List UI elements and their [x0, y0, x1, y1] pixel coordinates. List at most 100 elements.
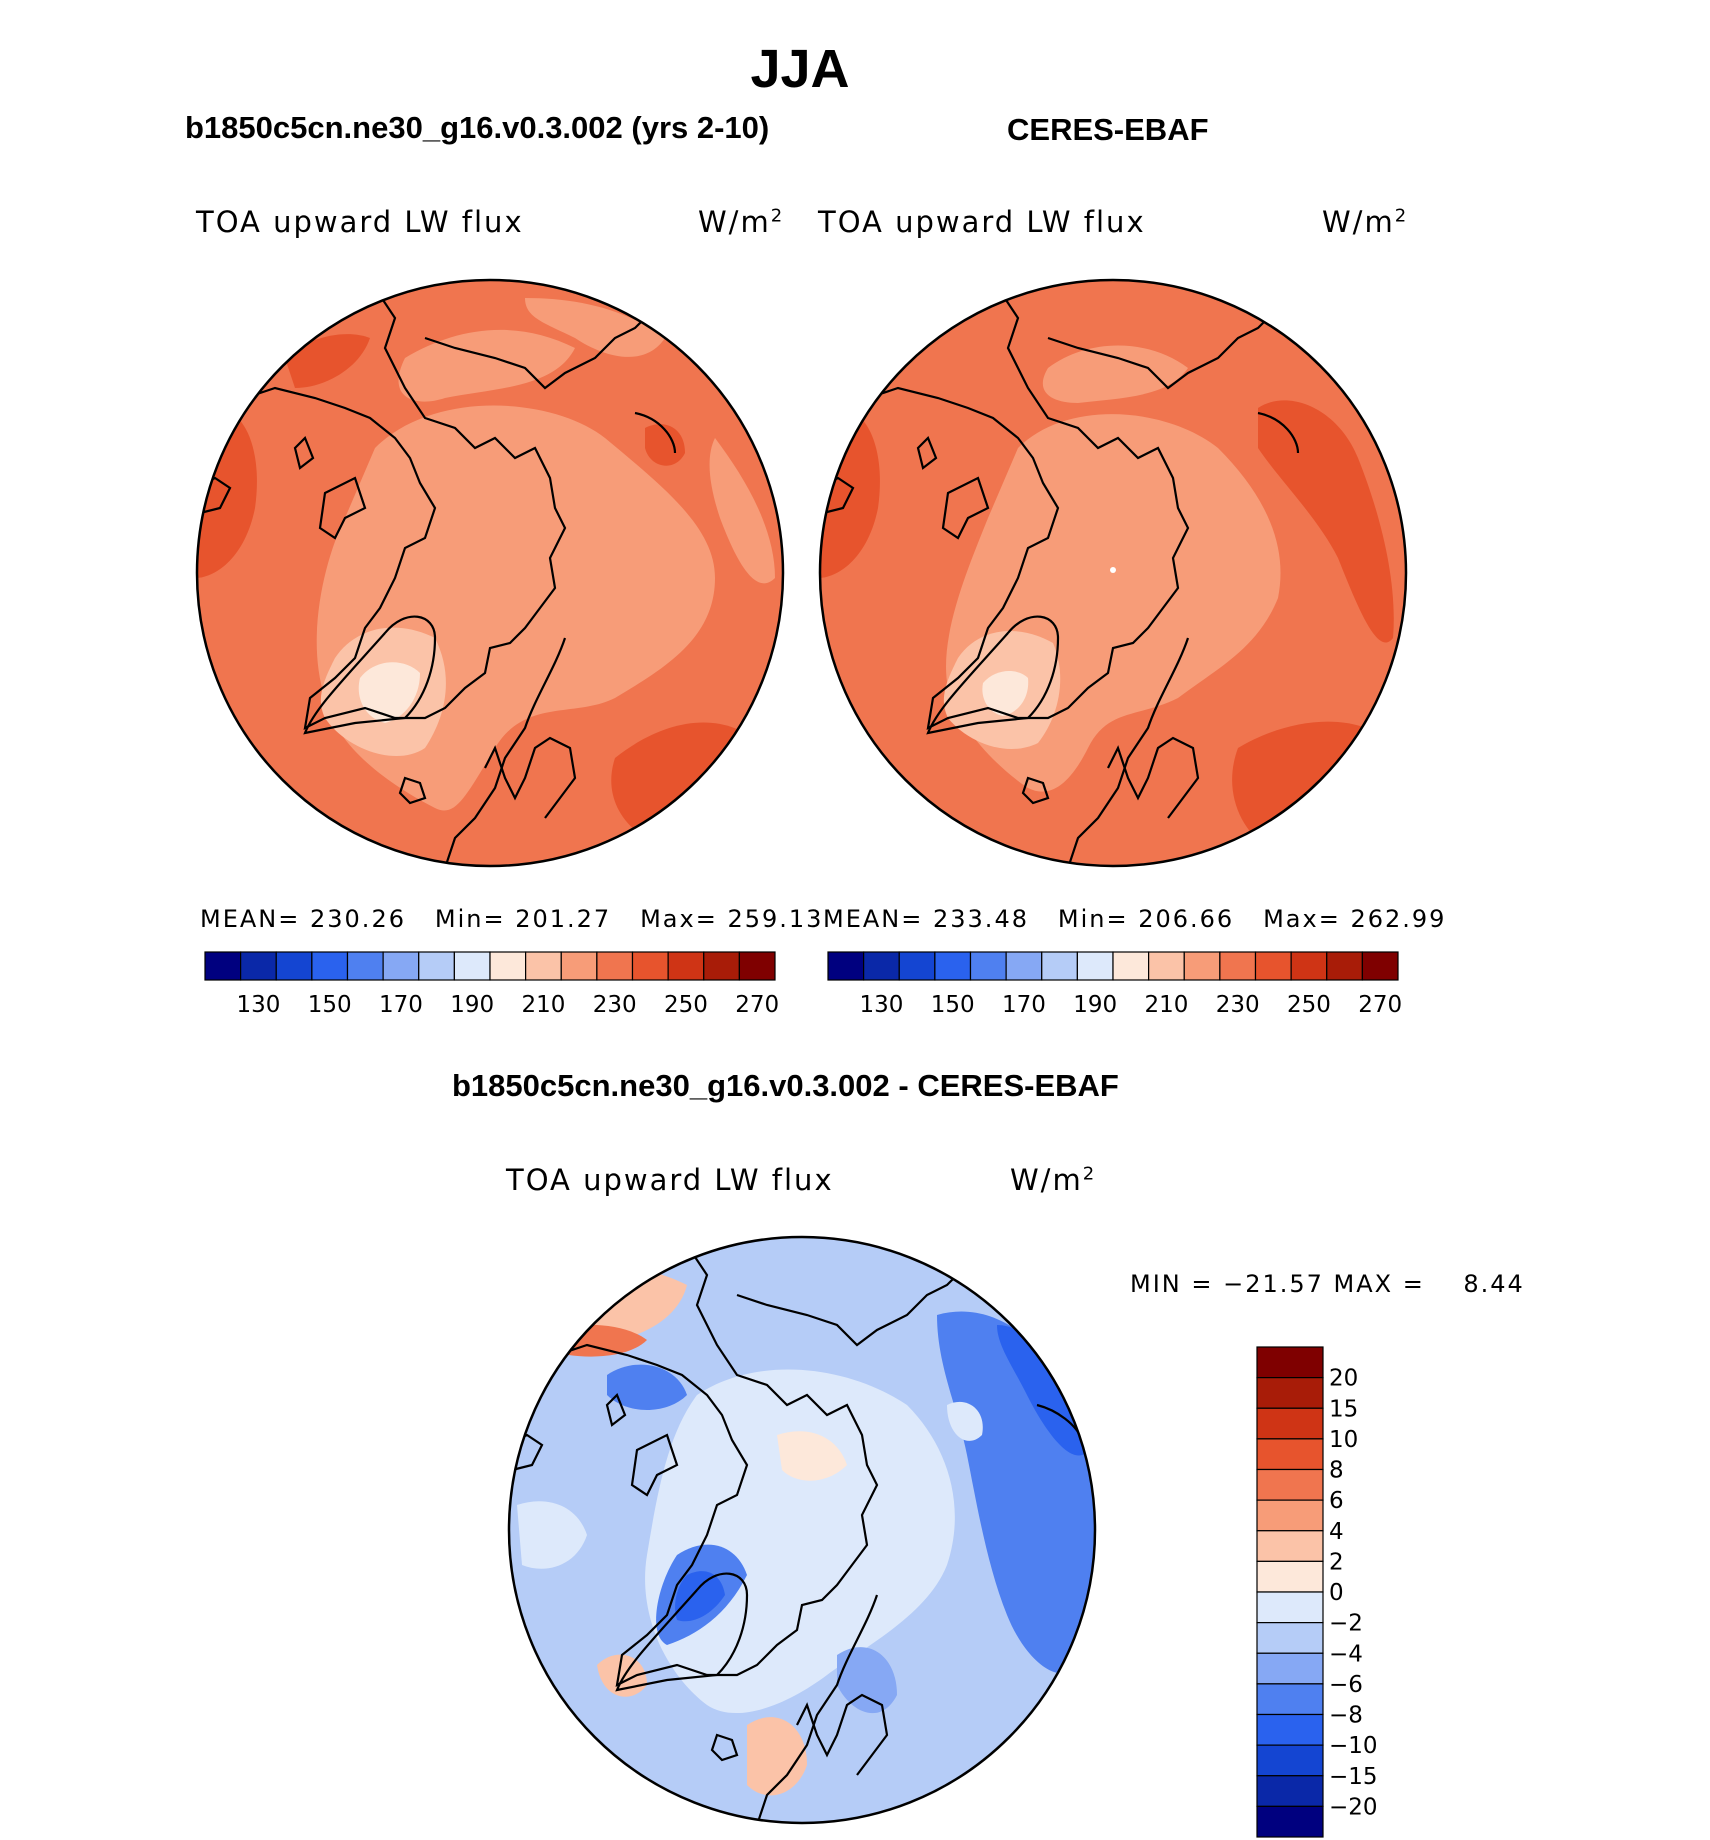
panel1-colorbar-tick-label: 270	[735, 992, 779, 1018]
panel2-colorbar: 130 150 170 190 210 230 250 270	[827, 951, 1402, 1018]
diff-colorbar-box	[1256, 1683, 1324, 1716]
panel2-colorbar-tick-label: 270	[1358, 992, 1402, 1018]
diff-colorbar-box	[1256, 1775, 1324, 1807]
diff-colorbar-box	[1256, 1468, 1324, 1501]
panel1-colorbar-tick-label: 210	[521, 992, 565, 1018]
panel1-stats: MEAN= 230.26 Min= 201.27 Max= 259.13	[200, 905, 824, 933]
panel1-mean: 230.26	[310, 905, 406, 933]
panel1-colorbar-box	[346, 951, 384, 981]
diff-colorbar-tick-label: 4	[1329, 1519, 1344, 1545]
panel1-min: 201.27	[515, 905, 612, 933]
panel1-colorbar-box	[204, 951, 242, 981]
panel2-colorbar-box	[827, 951, 865, 981]
diff-colorbar-tick-label: −4	[1329, 1641, 1363, 1667]
panel2-colorbar-box	[1041, 951, 1078, 981]
panel2-colorbar-box	[1005, 951, 1043, 981]
panel1-colorbar-box	[631, 951, 669, 981]
diff-title: b1850c5cn.ne30_g16.v0.3.002 - CERES-EBAF	[452, 1068, 1119, 1103]
panel2-colorbar-box	[1076, 951, 1114, 981]
panel1-colorbar-box	[560, 951, 598, 981]
panel1-title: b1850c5cn.ne30_g16.v0.3.002 (yrs 2-10)	[185, 110, 770, 145]
panel2-colorbar-tick-label: 210	[1144, 992, 1188, 1018]
diff-colorbar-box	[1256, 1530, 1324, 1562]
panel1-colorbar-tick-label: 170	[379, 992, 423, 1018]
panel2-stats: MEAN= 233.48 Min= 206.66 Max= 262.99	[823, 905, 1447, 933]
panel1-colorbar-box	[525, 951, 562, 981]
panel1-colorbar-tick-label: 130	[236, 992, 280, 1018]
panel1-colorbar-box	[489, 951, 527, 981]
panel2-min: 206.66	[1138, 905, 1235, 933]
panel2-colorbar-box	[1112, 951, 1150, 981]
diff-colorbar-box	[1256, 1744, 1324, 1777]
panel1-colorbar: 130 150 170 190 210 230 250 270	[204, 951, 779, 1018]
diff-colorbar-tick-label: −2	[1329, 1611, 1363, 1637]
panel2-units-label: W/m2	[1322, 205, 1409, 239]
diff-variable-label: TOA upward LW flux	[506, 1163, 834, 1197]
diff-colorbar-box	[1256, 1652, 1324, 1685]
diff-colorbar-tick-label: −8	[1329, 1703, 1363, 1729]
panel1-colorbar-tick-label: 150	[308, 992, 352, 1018]
panel2-colorbar-box	[1148, 951, 1185, 981]
diff-colorbar-tick-label: 20	[1329, 1366, 1358, 1392]
diff-colorbar-box	[1256, 1499, 1324, 1532]
diff-colorbar-box	[1256, 1805, 1324, 1838]
diff-colorbar-tick-label: 8	[1329, 1458, 1344, 1484]
panel1-units-label: W/m2	[698, 205, 785, 239]
panel1-colorbar-tick-label: 190	[450, 992, 494, 1018]
panel2-colorbar-box	[1254, 951, 1292, 981]
diff-colorbar-box	[1256, 1713, 1324, 1746]
diff-colorbar-tick-label: 10	[1329, 1427, 1358, 1453]
diff-colorbar-tick-label: 15	[1329, 1396, 1358, 1422]
panel1-colorbar-box	[240, 951, 277, 981]
diff-colorbar-box	[1256, 1407, 1324, 1440]
diff-colorbar-box	[1256, 1346, 1324, 1379]
panel2-colorbar-box	[898, 951, 936, 981]
panel1-colorbar-box	[738, 951, 776, 981]
panel2-polar-map	[818, 278, 1408, 868]
main-title: JJA	[750, 39, 850, 99]
diff-colorbar-tick-label: −6	[1329, 1672, 1363, 1698]
diff-colorbar-box	[1256, 1591, 1324, 1624]
panel2-mean: 233.48	[933, 905, 1029, 933]
panel2-colorbar-tick-label: 190	[1073, 992, 1117, 1018]
panel1-colorbar-box	[596, 951, 634, 981]
diff-colorbar-tick-label: −15	[1329, 1764, 1378, 1790]
diff-colorbar-tick-label: 6	[1329, 1488, 1344, 1514]
panel2-colorbar-box	[1290, 951, 1328, 981]
diff-colorbar-tick-label: 0	[1329, 1580, 1344, 1606]
panel2-variable-label: TOA upward LW flux	[818, 205, 1146, 239]
diff-colorbar-tick-label: −10	[1329, 1733, 1378, 1759]
diff-minmax-text: MIN = −21.57 MAX = 8.44	[1130, 1270, 1525, 1298]
panel2-colorbar-tick-label: 150	[931, 992, 975, 1018]
diff-units-label: W/m2	[1010, 1163, 1097, 1197]
panel1-colorbar-box	[703, 951, 740, 981]
diff-colorbar-box	[1256, 1438, 1324, 1471]
panel2-colorbar-box	[1183, 951, 1221, 981]
panel2-colorbar-tick-label: 170	[1002, 992, 1046, 1018]
panel2-colorbar-tick-label: 130	[859, 992, 903, 1018]
diff-colorbar-tick-label: −20	[1329, 1794, 1378, 1820]
panel1-polar-map	[195, 278, 785, 868]
panel1-colorbar-box	[667, 951, 705, 981]
diff-polar-map	[507, 1235, 1097, 1825]
panel1-colorbar-box	[382, 951, 420, 981]
panel2-colorbar-box	[1326, 951, 1363, 981]
panel1-variable-label: TOA upward LW flux	[196, 205, 524, 239]
panel1-colorbar-tick-label: 250	[664, 992, 708, 1018]
panel2-colorbar-box	[969, 951, 1007, 981]
panel1-colorbar-box	[311, 951, 349, 981]
diff-colorbar-tick-label: 2	[1329, 1549, 1344, 1575]
panel2-colorbar-tick-label: 250	[1287, 992, 1331, 1018]
panel1-colorbar-box	[453, 951, 491, 981]
panel2-title: CERES-EBAF	[1007, 112, 1209, 147]
panel2-colorbar-box	[934, 951, 972, 981]
panel1-colorbar-tick-label: 230	[593, 992, 637, 1018]
panel2-colorbar-tick-label: 230	[1216, 992, 1260, 1018]
diff-colorbar-box	[1256, 1560, 1324, 1593]
diff-colorbar-box	[1256, 1622, 1324, 1654]
panel2-colorbar-box	[1361, 951, 1399, 981]
panel1-max: 259.13	[727, 905, 824, 933]
diff-colorbar-box	[1256, 1377, 1324, 1409]
panel2-max: 262.99	[1350, 905, 1447, 933]
